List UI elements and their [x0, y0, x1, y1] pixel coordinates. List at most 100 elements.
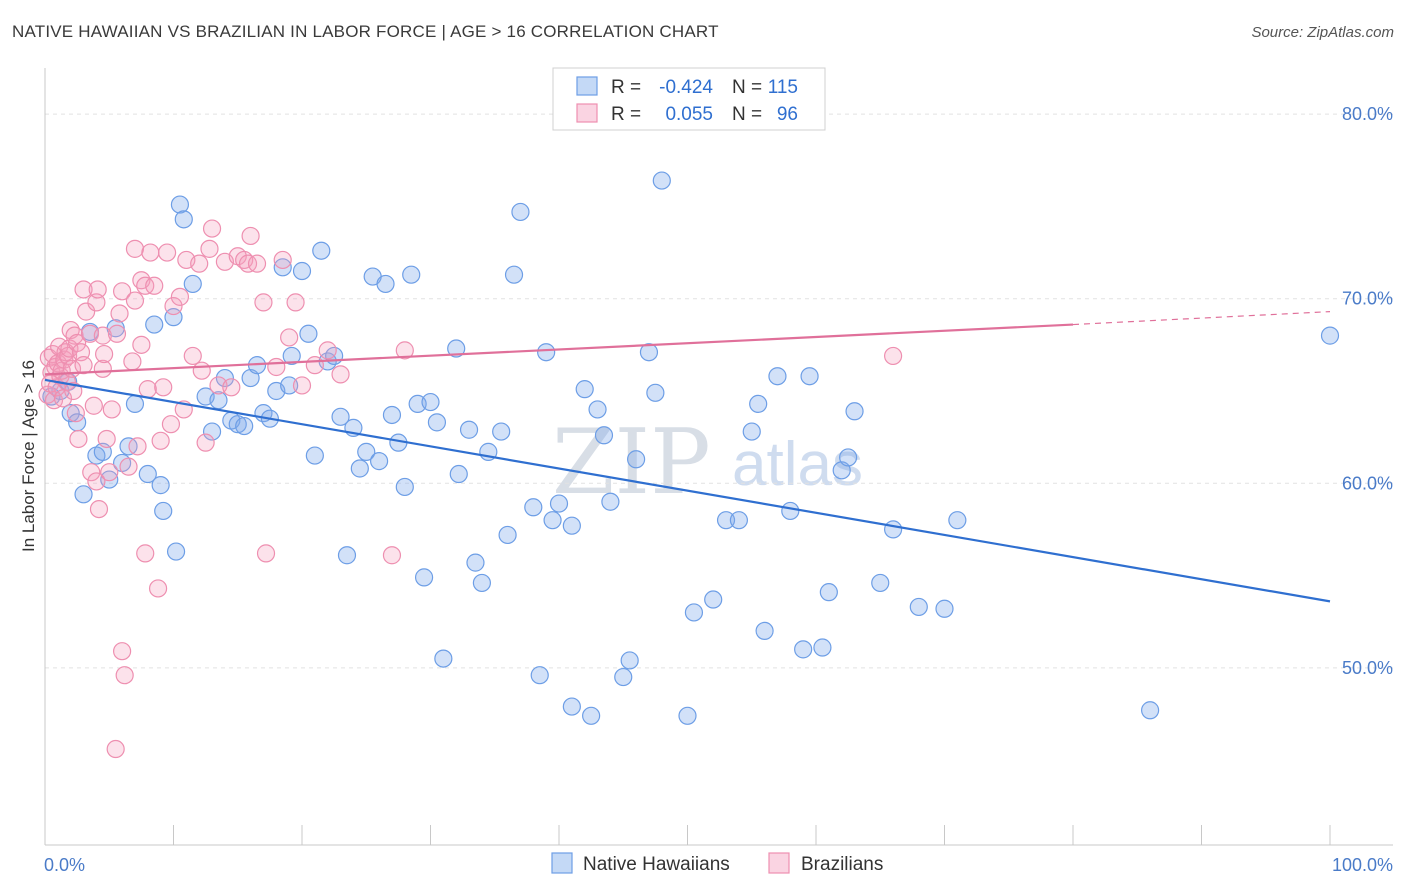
point-native-hawaiian-14 — [138, 464, 157, 484]
source-label: Source: ZipAtlas.com — [1251, 24, 1394, 41]
point-native-hawaiian-26 — [215, 368, 234, 388]
point-native-hawaiian-45 — [337, 546, 357, 565]
point-native-hawaiian-89 — [678, 706, 697, 725]
point-brazilian-49 — [123, 352, 142, 371]
point-brazilian-39 — [97, 429, 116, 449]
point-brazilian-93 — [382, 546, 402, 565]
point-brazilian-20 — [64, 381, 83, 401]
point-native-hawaiian-99 — [794, 640, 813, 659]
stats-legend-box — [552, 67, 826, 131]
point-native-hawaiian-95 — [749, 394, 768, 414]
bottom-legend-label-native-hawaiians: Native Hawaiians — [583, 854, 730, 875]
point-brazilian-43 — [107, 324, 127, 343]
point-native-hawaiian-59 — [427, 413, 447, 432]
point-brazilian-31 — [84, 396, 103, 415]
point-native-hawaiian-13 — [125, 394, 145, 414]
trend-line-brazilians — [44, 323, 1074, 376]
y-axis-label: In Labor Force | Age > 16 — [19, 360, 38, 552]
x-tick-label-min: 0.0% — [44, 855, 85, 875]
point-brazilian-65 — [164, 296, 183, 316]
point-native-hawaiian-111 — [1140, 701, 1160, 720]
point-native-hawaiian-82 — [601, 492, 620, 511]
point-native-hawaiian-112 — [1320, 326, 1340, 345]
point-native-hawaiian-48 — [357, 442, 376, 461]
point-native-hawaiian-21 — [174, 210, 193, 229]
point-native-hawaiian-100 — [800, 367, 819, 386]
point-brazilian-95 — [883, 346, 903, 366]
legend-r-value-2: 0.055 — [665, 104, 713, 125]
point-native-hawaiian-44 — [331, 407, 350, 426]
point-brazilian-56 — [136, 544, 155, 563]
y-tick-labels: 50.0% 60.0% 70.0% 80.0% — [1342, 104, 1393, 678]
legend-n-label-1: N = — [732, 77, 762, 98]
point-brazilian-64 — [161, 415, 181, 434]
point-native-hawaiian-47 — [350, 459, 369, 478]
point-native-hawaiian-74 — [543, 511, 562, 530]
point-native-hawaiian-38 — [292, 261, 312, 281]
y-tick-label-80: 80.0% — [1342, 104, 1393, 124]
point-brazilian-86 — [273, 250, 292, 270]
point-brazilian-82 — [247, 254, 267, 273]
point-native-hawaiian-61 — [447, 339, 466, 358]
legend-r-value-1: -0.424 — [659, 77, 713, 98]
bottom-legend-swatch-native-hawaiians — [551, 852, 573, 874]
point-native-hawaiian-57 — [414, 568, 434, 587]
legend-r-label-2: R = — [611, 104, 641, 125]
point-brazilian-47 — [115, 666, 134, 685]
point-brazilian-48 — [119, 457, 138, 476]
y-tick-label-50: 50.0% — [1342, 658, 1393, 678]
series-legend: Native Hawaiians Brazilians — [551, 852, 883, 875]
point-native-hawaiian-29 — [235, 416, 254, 436]
point-brazilian-32 — [87, 472, 106, 491]
chart-title: NATIVE HAWAIIAN VS BRAZILIAN IN LABOR FO… — [12, 22, 719, 41]
point-brazilian-57 — [138, 380, 157, 399]
point-brazilian-63 — [157, 243, 177, 262]
point-brazilian-44 — [110, 304, 129, 323]
bottom-legend-label-brazilians: Brazilians — [801, 854, 883, 875]
point-native-hawaiian-83 — [614, 667, 633, 687]
point-native-hawaiian-3 — [61, 404, 80, 423]
point-native-hawaiian-86 — [639, 343, 659, 362]
point-native-hawaiian-108 — [909, 597, 928, 617]
point-brazilian-62 — [154, 378, 173, 397]
watermark-atlas: atlas — [732, 430, 863, 499]
point-native-hawaiian-73 — [537, 343, 556, 362]
point-brazilian-81 — [241, 226, 260, 246]
x-ticks — [44, 825, 1331, 845]
point-native-hawaiian-35 — [273, 258, 292, 277]
grid-lines — [45, 113, 1393, 669]
point-brazilian-84 — [256, 544, 276, 563]
point-native-hawaiian-76 — [562, 697, 581, 716]
point-native-hawaiian-104 — [839, 448, 858, 467]
point-native-hawaiian-72 — [530, 666, 549, 685]
point-native-hawaiian-110 — [948, 511, 967, 530]
point-brazilian-61 — [151, 431, 170, 450]
x-tick-label-max: 100.0% — [1332, 855, 1393, 875]
point-native-hawaiian-87 — [646, 383, 665, 402]
point-brazilian-71 — [192, 361, 211, 380]
bottom-legend-swatch-brazilians — [768, 852, 790, 874]
point-brazilian-34 — [88, 280, 107, 299]
trend-line-brazilians-extension — [1072, 311, 1331, 326]
point-native-hawaiian-105 — [845, 402, 864, 421]
point-native-hawaiian-65 — [472, 573, 491, 593]
point-native-hawaiian-37 — [282, 346, 301, 366]
point-native-hawaiian-54 — [395, 477, 414, 497]
point-native-hawaiian-39 — [299, 324, 318, 343]
point-brazilian-38 — [95, 344, 114, 364]
watermark-zip: ZIP — [552, 410, 711, 515]
point-native-hawaiian-36 — [280, 376, 299, 395]
point-native-hawaiian-5 — [74, 485, 93, 504]
point-brazilian-66 — [170, 287, 190, 306]
point-native-hawaiian-91 — [704, 590, 723, 609]
point-native-hawaiian-88 — [652, 171, 671, 190]
point-native-hawaiian-80 — [588, 400, 607, 419]
point-brazilian-60 — [148, 579, 168, 598]
point-native-hawaiian-92 — [716, 511, 736, 530]
point-native-hawaiian-90 — [684, 603, 704, 622]
point-brazilian-91 — [318, 341, 337, 360]
point-native-hawaiian-101 — [813, 638, 832, 657]
point-brazilian-89 — [292, 376, 312, 395]
point-brazilian-37 — [93, 326, 112, 345]
